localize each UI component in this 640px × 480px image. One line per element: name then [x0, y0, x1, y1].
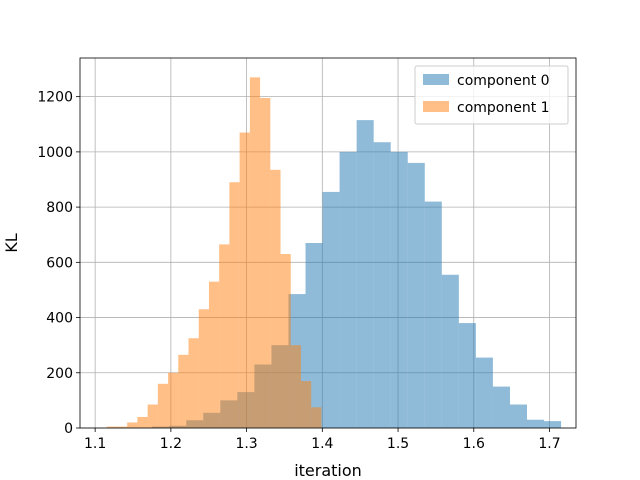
histogram-bar — [249, 77, 261, 428]
histogram-bar — [260, 98, 271, 428]
plot-frame — [79, 57, 577, 429]
legend: component 0 component 1 — [414, 65, 569, 125]
histogram-bar — [219, 244, 230, 428]
x-tick-label: 1.7 — [538, 436, 560, 452]
histogram-bar — [339, 151, 357, 428]
y-tick-label: 800 — [46, 200, 73, 216]
histogram-bar — [127, 422, 138, 428]
histogram-bar — [544, 421, 562, 428]
y-tick-label: 400 — [46, 311, 73, 327]
histogram-bar — [458, 323, 476, 428]
x-tick-label: 1.3 — [235, 436, 257, 452]
histogram-bar — [390, 151, 408, 428]
series-1-bars — [106, 77, 322, 428]
x-axis-label: iteration — [294, 461, 362, 480]
y-axis-label: KL — [2, 233, 21, 252]
histogram-bar — [270, 169, 281, 428]
histogram-bar — [280, 254, 291, 428]
histogram-bar — [311, 407, 322, 428]
histogram-bar — [373, 142, 391, 428]
y-tick-label: 200 — [46, 366, 73, 382]
bars — [106, 77, 562, 429]
histogram-bar — [137, 416, 148, 428]
x-tick-label: 1.4 — [311, 436, 333, 452]
histogram-bar — [229, 182, 240, 428]
histogram-bar — [322, 191, 340, 428]
histogram-bar — [239, 132, 250, 428]
histogram-bar — [441, 274, 459, 428]
histogram-bar — [147, 404, 158, 428]
histogram-bar — [188, 338, 199, 428]
histogram-bar — [290, 345, 301, 428]
histogram-bar — [178, 354, 189, 428]
x-tick-label: 1.2 — [160, 436, 182, 452]
histogram-bar — [106, 426, 117, 428]
y-tick-label: 1000 — [37, 145, 73, 161]
legend-swatch — [423, 101, 449, 112]
y-tick-label: 1200 — [37, 90, 73, 106]
x-tick-label: 1.5 — [387, 436, 409, 452]
x-tick-label: 1.6 — [463, 436, 485, 452]
histogram-bar — [356, 120, 374, 429]
x-tick-label: 1.1 — [84, 436, 106, 452]
legend-box — [414, 65, 569, 125]
legend-label: component 0 — [457, 73, 550, 89]
legend-label: component 1 — [457, 100, 550, 116]
histogram-bar — [198, 309, 209, 428]
histogram-bar — [300, 381, 312, 428]
histogram-bar — [168, 372, 179, 428]
histogram-bar — [157, 383, 169, 428]
histogram-bar — [527, 419, 545, 428]
histogram-bar — [407, 162, 425, 429]
histogram-bar — [116, 426, 128, 428]
histogram-bar — [424, 201, 442, 428]
y-tick-label: 600 — [46, 255, 73, 271]
histogram-bar — [492, 386, 510, 428]
axis-ticks: 1.1 1.2 1.3 1.4 1.5 1.6 1.7 0 200 400 600 800 1000 12… — [37, 90, 560, 452]
histogram-bar — [475, 357, 493, 428]
histogram-bar — [509, 404, 528, 428]
histogram-bar — [208, 281, 220, 428]
legend-swatch — [423, 74, 449, 85]
y-tick-label: 0 — [64, 421, 73, 437]
